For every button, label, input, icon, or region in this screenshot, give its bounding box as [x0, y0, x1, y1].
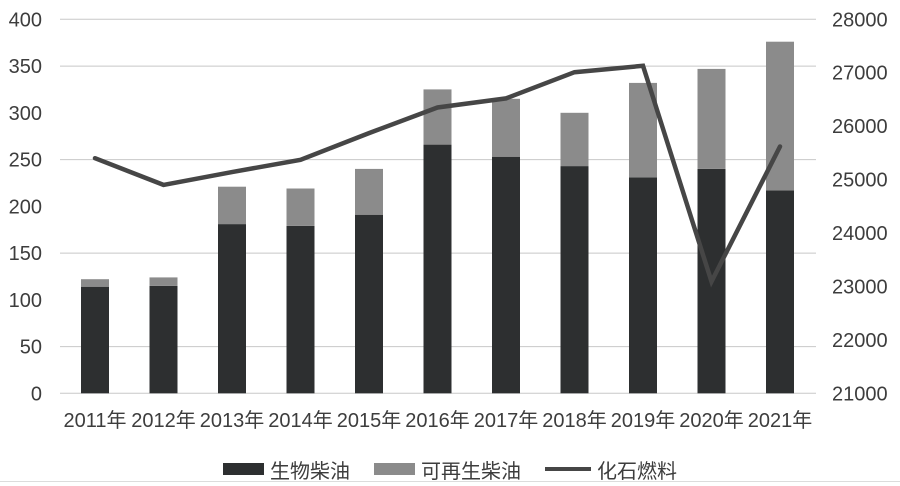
x-axis-label-2020年: 2020年 — [679, 409, 744, 432]
x-axis-label-2016年: 2016年 — [405, 409, 470, 432]
bar-biodiesel-2014年 — [286, 225, 315, 394]
bar-renewable-diesel-2017年 — [492, 98, 520, 157]
right-axis-tick-22000: 22000 — [832, 330, 888, 352]
bar-renewable-diesel-2016年 — [423, 89, 452, 145]
bar-biodiesel-2015年 — [355, 214, 383, 394]
x-axis-label-2011年: 2011年 — [63, 409, 126, 432]
bar-renewable-diesel-2014年 — [286, 188, 315, 226]
left-axis-tick-150: 150 — [9, 243, 42, 265]
left-axis-tick-50: 50 — [20, 337, 42, 359]
right-axis-tick-23000: 23000 — [832, 276, 888, 298]
bar-renewable-diesel-2015年 — [355, 168, 383, 215]
bar-renewable-diesel-2012年 — [149, 277, 178, 286]
legend-item-renewable-diesel: 可再生柴油 — [374, 455, 521, 484]
x-axis-label-2014年: 2014年 — [268, 409, 333, 432]
left-axis-tick-250: 250 — [9, 150, 42, 172]
bar-biodiesel-2012年 — [149, 285, 178, 394]
right-axis-tick-26000: 26000 — [832, 116, 888, 138]
bar-renewable-diesel-2013年 — [218, 186, 246, 225]
legend-item-fossil-fuel: 化石燃料 — [545, 455, 677, 484]
right-axis-tick-25000: 25000 — [832, 170, 888, 192]
renewable-diesel-legend-label: 可再生柴油 — [421, 460, 521, 483]
x-axis-label-2015年: 2015年 — [337, 409, 402, 432]
x-axis-label-2019年: 2019年 — [611, 409, 676, 432]
legend: 生物柴油 可再生柴油 化石燃料 — [0, 455, 900, 483]
left-axis-tick-400: 400 — [9, 9, 42, 31]
left-axis-tick-100: 100 — [9, 290, 42, 312]
biodiesel-swatch-icon — [223, 463, 264, 475]
x-axis-label-2017年: 2017年 — [474, 409, 539, 432]
bottom-divider — [0, 481, 900, 482]
renewable-diesel-swatch-icon — [374, 463, 415, 475]
bar-biodiesel-2021年 — [766, 190, 794, 394]
bar-renewable-diesel-2011年 — [81, 279, 109, 287]
stacked-bar-line-chart: 400 350 300 250 200 150 100 50 0 28000 27000 26000 2… — [9, 9, 888, 432]
right-axis-tick-24000: 24000 — [832, 223, 888, 245]
left-axis-tick-0: 0 — [31, 383, 42, 405]
left-axis-tick-200: 200 — [9, 196, 42, 218]
x-axis-label-2013年: 2013年 — [200, 409, 265, 432]
x-axis-label-2012年: 2012年 — [131, 409, 196, 432]
legend-item-biodiesel: 生物柴油 — [223, 455, 350, 484]
biodiesel-legend-label: 生物柴油 — [270, 460, 350, 483]
x-axis-label-2018年: 2018年 — [542, 409, 607, 432]
left-axis-tick-300: 300 — [9, 103, 42, 125]
left-axis-tick-350: 350 — [9, 56, 42, 78]
fossil-fuel-line — [92, 63, 783, 288]
bar-biodiesel-2019年 — [629, 177, 657, 394]
bar-renewable-diesel-2020年 — [697, 68, 726, 169]
bar-biodiesel-2018年 — [560, 166, 589, 394]
bar-renewable-diesel-2018年 — [560, 112, 589, 167]
right-axis-tick-27000: 27000 — [832, 63, 888, 85]
fossil-fuel-line-swatch-icon — [545, 467, 591, 471]
bar-biodiesel-2011年 — [81, 286, 109, 394]
bar-biodiesel-2013年 — [218, 224, 246, 394]
x-axis-label-2021年: 2021年 — [748, 409, 813, 432]
fossil-fuel-legend-label: 化石燃料 — [597, 460, 677, 483]
bar-biodiesel-2016年 — [423, 144, 452, 394]
bar-biodiesel-2017年 — [492, 156, 520, 394]
right-axis-tick-21000: 21000 — [832, 383, 888, 405]
right-axis-tick-28000: 28000 — [832, 9, 888, 31]
